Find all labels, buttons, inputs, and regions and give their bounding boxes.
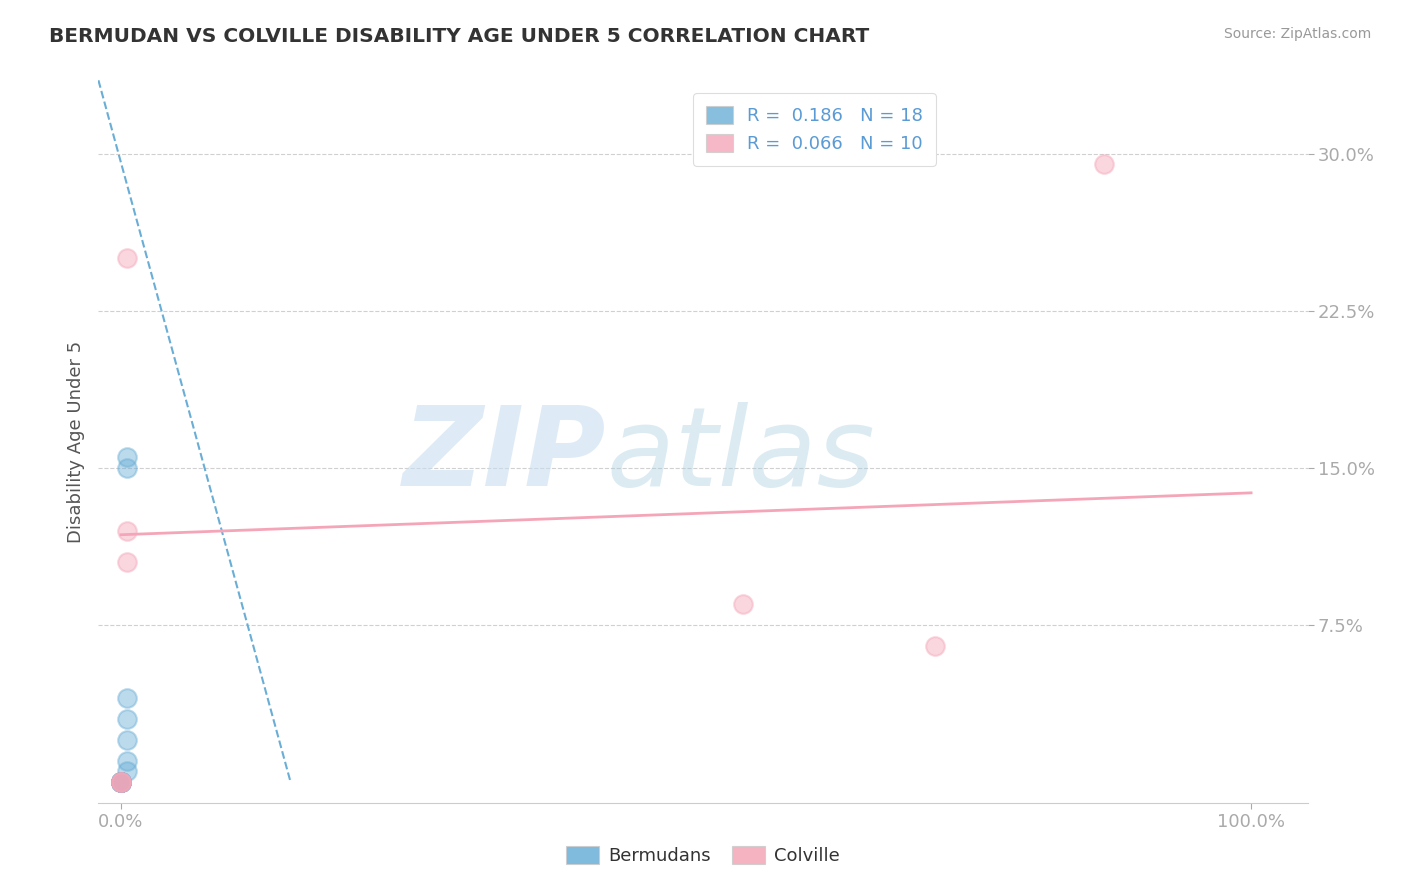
Point xyxy=(115,524,138,538)
Legend: Bermudans, Colville: Bermudans, Colville xyxy=(557,837,849,874)
Point xyxy=(110,775,132,789)
Point xyxy=(110,775,132,789)
Point xyxy=(110,775,132,789)
Point xyxy=(110,775,132,789)
Point xyxy=(110,775,132,789)
Point xyxy=(115,712,138,726)
Point xyxy=(115,691,138,706)
Point xyxy=(115,555,138,569)
Point xyxy=(115,754,138,768)
Point xyxy=(115,252,138,266)
Text: ZIP: ZIP xyxy=(402,402,606,509)
Point xyxy=(110,775,132,789)
Point xyxy=(110,775,132,789)
Point xyxy=(731,597,754,611)
Point xyxy=(110,775,132,789)
Point xyxy=(115,460,138,475)
Y-axis label: Disability Age Under 5: Disability Age Under 5 xyxy=(66,341,84,542)
Legend: R =  0.186   N = 18, R =  0.066   N = 10: R = 0.186 N = 18, R = 0.066 N = 10 xyxy=(693,93,936,166)
Text: BERMUDAN VS COLVILLE DISABILITY AGE UNDER 5 CORRELATION CHART: BERMUDAN VS COLVILLE DISABILITY AGE UNDE… xyxy=(49,27,869,45)
Point xyxy=(110,775,132,789)
Point xyxy=(1092,157,1115,171)
Point xyxy=(110,775,132,789)
Point xyxy=(110,775,132,789)
Point xyxy=(115,764,138,779)
Point xyxy=(110,775,132,789)
Text: Source: ZipAtlas.com: Source: ZipAtlas.com xyxy=(1223,27,1371,41)
Point xyxy=(110,775,132,789)
Text: atlas: atlas xyxy=(606,402,875,509)
Point xyxy=(110,775,132,789)
Point xyxy=(924,639,946,653)
Point xyxy=(115,733,138,747)
Point xyxy=(115,450,138,465)
Point xyxy=(110,775,132,789)
